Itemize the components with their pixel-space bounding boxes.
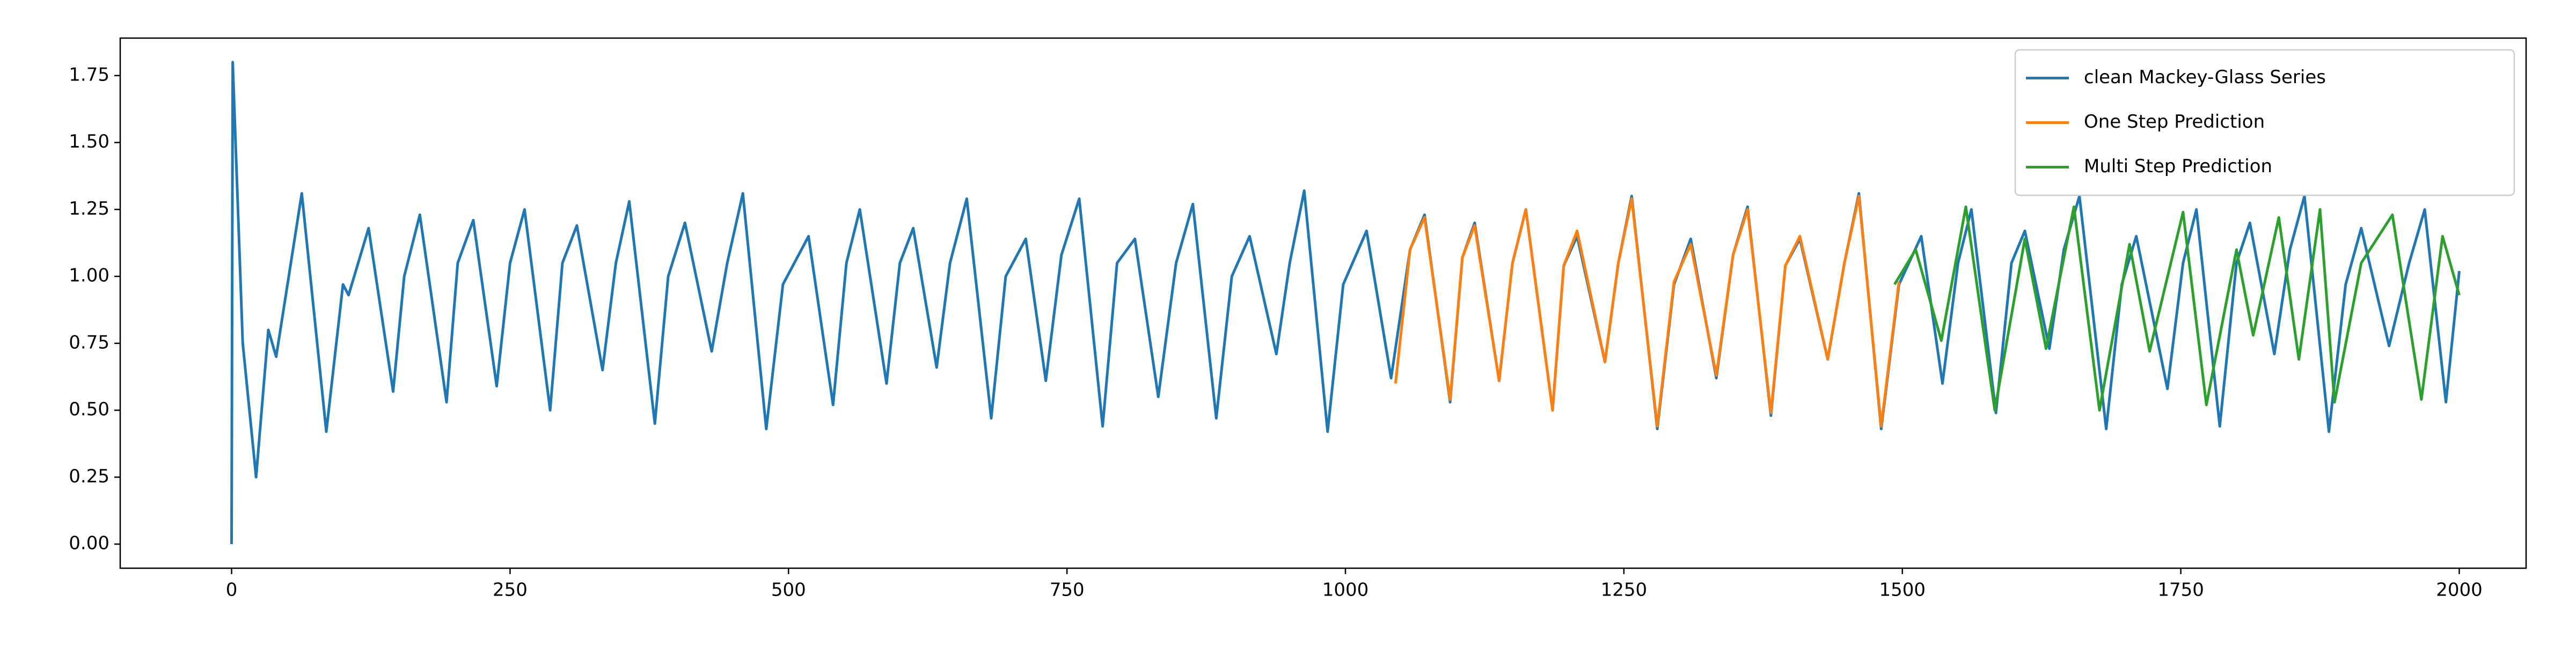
legend-label: clean Mackey-Glass Series <box>2084 67 2326 88</box>
x-tick-label: 500 <box>771 579 806 601</box>
x-tick-label: 250 <box>493 579 528 601</box>
x-tick-label: 1000 <box>1322 579 1369 601</box>
x-tick-label: 1750 <box>2157 579 2204 601</box>
y-tick-label: 0.50 <box>69 399 109 420</box>
x-tick-label: 1250 <box>1601 579 1648 601</box>
legend-label: Multi Step Prediction <box>2084 156 2272 177</box>
x-tick-label: 0 <box>226 579 238 601</box>
legend-box <box>2014 49 2515 196</box>
legend-label: One Step Prediction <box>2084 111 2265 133</box>
plot-frame <box>119 37 2527 569</box>
y-tick-label: 1.25 <box>69 198 109 219</box>
y-tick-label: 0.75 <box>69 332 109 353</box>
y-tick-label: 1.75 <box>69 64 109 85</box>
x-tick-label: 750 <box>1050 579 1085 601</box>
x-tick-label: 1500 <box>1879 579 1926 601</box>
y-tick-label: 0.00 <box>69 533 109 554</box>
x-tick-label: 2000 <box>2436 579 2483 601</box>
y-tick-label: 1.00 <box>69 265 109 287</box>
y-tick-label: 1.50 <box>69 131 109 152</box>
series-line <box>1893 205 2461 412</box>
y-tick-label: 0.25 <box>69 466 109 487</box>
series-line <box>1394 194 1900 428</box>
